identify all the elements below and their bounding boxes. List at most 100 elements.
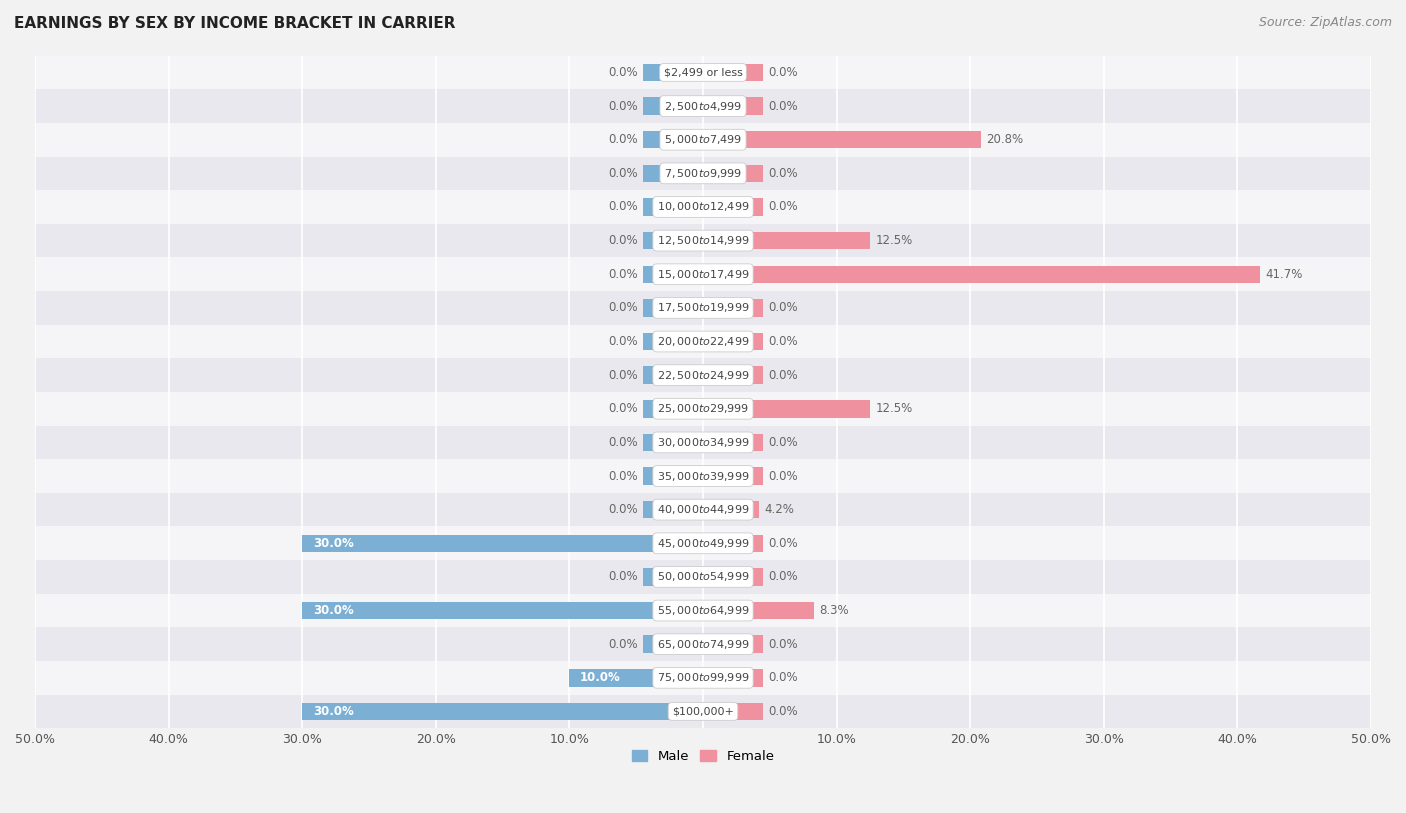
Bar [703,568,763,585]
Bar [643,333,703,350]
Bar [35,258,1371,291]
Bar [703,266,1260,283]
Text: $50,000 to $54,999: $50,000 to $54,999 [657,571,749,584]
Text: $75,000 to $99,999: $75,000 to $99,999 [657,672,749,685]
Bar [643,367,703,384]
Bar [703,131,981,149]
Text: 0.0%: 0.0% [769,368,799,381]
Bar [35,425,1371,459]
Text: 0.0%: 0.0% [769,672,799,685]
Bar [703,198,763,215]
Bar [703,367,763,384]
Bar [643,266,703,283]
Bar [35,55,1371,89]
Text: 0.0%: 0.0% [607,368,637,381]
Text: 30.0%: 30.0% [314,537,354,550]
Bar [643,636,703,653]
Bar [703,669,763,686]
Bar [703,702,763,720]
Text: 0.0%: 0.0% [769,705,799,718]
Bar [703,467,763,485]
Text: $100,000+: $100,000+ [672,706,734,716]
Text: 0.0%: 0.0% [607,133,637,146]
Text: 0.0%: 0.0% [607,201,637,214]
Bar [35,89,1371,123]
Text: 0.0%: 0.0% [769,571,799,584]
Text: $10,000 to $12,499: $10,000 to $12,499 [657,201,749,214]
Bar [643,63,703,81]
Text: $15,000 to $17,499: $15,000 to $17,499 [657,267,749,280]
Bar [703,534,763,552]
Text: 4.2%: 4.2% [765,503,794,516]
Text: $40,000 to $44,999: $40,000 to $44,999 [657,503,749,516]
Bar [35,527,1371,560]
Bar [703,232,870,250]
Text: 0.0%: 0.0% [607,436,637,449]
Bar [35,157,1371,190]
Text: $7,500 to $9,999: $7,500 to $9,999 [664,167,742,180]
Bar [35,560,1371,593]
Bar [643,131,703,149]
Text: 30.0%: 30.0% [314,705,354,718]
Text: 0.0%: 0.0% [769,66,799,79]
Text: 0.0%: 0.0% [607,100,637,112]
Bar [703,400,870,418]
Text: 0.0%: 0.0% [607,167,637,180]
Bar [35,628,1371,661]
Bar [703,164,763,182]
Text: $55,000 to $64,999: $55,000 to $64,999 [657,604,749,617]
Text: 0.0%: 0.0% [607,302,637,315]
Bar [35,190,1371,224]
Bar [35,493,1371,527]
Bar [35,224,1371,258]
Text: 0.0%: 0.0% [607,335,637,348]
Text: $35,000 to $39,999: $35,000 to $39,999 [657,470,749,483]
Text: 0.0%: 0.0% [769,470,799,483]
Text: 0.0%: 0.0% [607,571,637,584]
Legend: Male, Female: Male, Female [626,746,780,769]
Text: 0.0%: 0.0% [607,503,637,516]
Text: 12.5%: 12.5% [876,234,912,247]
Text: 8.3%: 8.3% [820,604,849,617]
Text: $45,000 to $49,999: $45,000 to $49,999 [657,537,749,550]
Text: 0.0%: 0.0% [607,234,637,247]
Text: $25,000 to $29,999: $25,000 to $29,999 [657,402,749,415]
Text: EARNINGS BY SEX BY INCOME BRACKET IN CARRIER: EARNINGS BY SEX BY INCOME BRACKET IN CAR… [14,16,456,31]
Text: $2,500 to $4,999: $2,500 to $4,999 [664,100,742,112]
Text: 0.0%: 0.0% [769,302,799,315]
Bar [703,433,763,451]
Bar [703,501,759,519]
Bar [643,164,703,182]
Text: $65,000 to $74,999: $65,000 to $74,999 [657,637,749,650]
Text: 41.7%: 41.7% [1265,267,1303,280]
Bar [643,232,703,250]
Bar [703,333,763,350]
Bar [643,568,703,585]
Bar [35,359,1371,392]
Text: Source: ZipAtlas.com: Source: ZipAtlas.com [1258,16,1392,29]
Text: 0.0%: 0.0% [769,637,799,650]
Text: 0.0%: 0.0% [769,335,799,348]
Text: 0.0%: 0.0% [607,402,637,415]
Bar [703,98,763,115]
Bar [35,324,1371,359]
Bar [703,299,763,316]
Bar [302,534,703,552]
Bar [35,661,1371,694]
Bar [703,602,814,620]
Bar [643,467,703,485]
Bar [643,501,703,519]
Bar [643,198,703,215]
Text: 0.0%: 0.0% [769,100,799,112]
Bar [35,459,1371,493]
Text: 0.0%: 0.0% [607,637,637,650]
Bar [643,400,703,418]
Text: 0.0%: 0.0% [607,66,637,79]
Text: $5,000 to $7,499: $5,000 to $7,499 [664,133,742,146]
Text: 0.0%: 0.0% [769,537,799,550]
Text: $22,500 to $24,999: $22,500 to $24,999 [657,368,749,381]
Text: 0.0%: 0.0% [769,201,799,214]
Bar [35,123,1371,157]
Bar [35,593,1371,628]
Text: 20.8%: 20.8% [986,133,1024,146]
